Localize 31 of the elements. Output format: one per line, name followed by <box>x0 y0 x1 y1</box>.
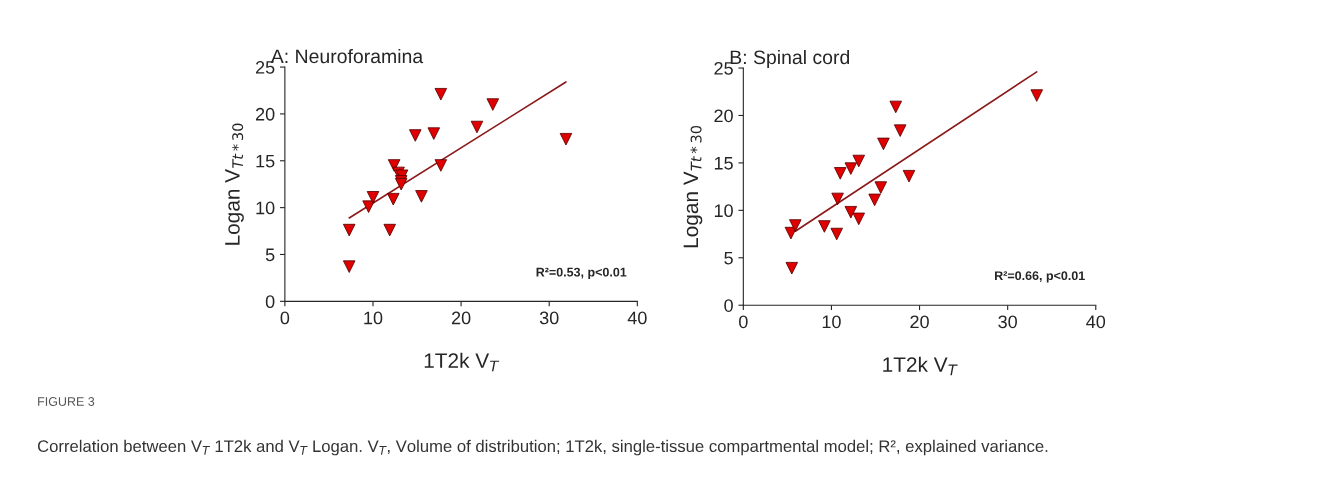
y-axis-title: Logan V$_{Tt*30}$ <box>683 125 703 248</box>
y-tick-label: 20 <box>714 109 733 123</box>
x-tick-label: 40 <box>1086 315 1106 329</box>
y-tick-label: 20 <box>255 107 275 121</box>
x-tick-label: 0 <box>280 311 290 325</box>
y-tick-label: 5 <box>724 251 733 265</box>
chart-title: A: Neuroforamina <box>270 48 424 64</box>
y-tick-label: 25 <box>255 61 275 74</box>
text: Correlation between V$_{T}$ 1T2k and V$_{T}$ Logan. V$_{T}$, Volume of distribution; 1T2k, single-tissue compartmental model; R², explained variance. <box>37 439 1048 456</box>
caption: FIGURE 3 <box>38 397 95 406</box>
y-tick-label: 15 <box>256 154 275 168</box>
y-tick-label: 0 <box>724 299 733 312</box>
y-tick-label: 15 <box>714 157 733 170</box>
x-tick-label: 30 <box>539 311 559 325</box>
x-axis-title: 1T2k V$_{T}$ <box>424 352 500 372</box>
y-tick-label: 25 <box>714 61 733 75</box>
y-tick-label: 0 <box>265 295 275 309</box>
x-tick-label: 10 <box>364 311 383 325</box>
x-tick-label: 10 <box>822 315 841 329</box>
y-tick-label: 5 <box>265 248 275 262</box>
x-tick-label: 20 <box>910 315 929 329</box>
x-tick-label: 20 <box>451 311 471 325</box>
x-tick-label: 40 <box>627 311 647 325</box>
annotation: R²=0.66, p<0.01 <box>995 271 1085 283</box>
x-tick-label: 30 <box>998 315 1017 329</box>
x-axis-title: 1T2k V$_{T}$ <box>883 356 958 376</box>
annotation: R²=0.53, p<0.01 <box>536 267 627 280</box>
y-axis-title: Logan V$_{Tt*30}$ <box>225 123 244 245</box>
x-tick-label: 0 <box>739 315 748 329</box>
y-tick-label: 10 <box>714 204 733 218</box>
y-tick-label: 10 <box>256 201 275 215</box>
